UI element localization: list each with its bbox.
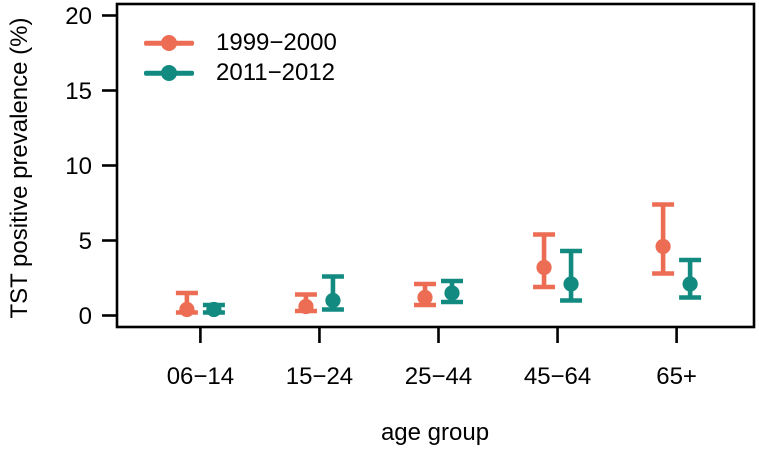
x-axis-tick-label: 15−24 bbox=[286, 363, 353, 390]
x-axis-tick-label: 06−14 bbox=[167, 363, 234, 390]
legend-dot-icon bbox=[161, 35, 177, 51]
y-axis-tick-label: 20 bbox=[65, 3, 92, 30]
legend-item-1999-2000: 1999−2000 bbox=[144, 28, 337, 58]
data-point bbox=[563, 276, 579, 292]
data-point bbox=[179, 301, 195, 318]
data-point bbox=[655, 238, 671, 255]
data-point bbox=[682, 276, 698, 292]
x-axis-tick-label: 65+ bbox=[656, 363, 697, 390]
legend-marker-line-dot-icon bbox=[144, 64, 194, 82]
data-point bbox=[325, 292, 341, 309]
y-axis-tick-label: 5 bbox=[79, 228, 92, 255]
legend: 1999−2000 2011−2012 bbox=[144, 28, 337, 88]
legend-label: 1999−2000 bbox=[216, 29, 337, 56]
data-point bbox=[536, 259, 552, 276]
x-axis-tick-label: 25−44 bbox=[405, 363, 472, 390]
legend-dot-icon bbox=[161, 65, 177, 81]
legend-marker-line-dot-icon bbox=[144, 34, 194, 52]
data-point bbox=[298, 298, 314, 315]
y-axis-title: TST positive prevalence (%) bbox=[6, 17, 33, 319]
y-axis-tick-label: 0 bbox=[79, 303, 92, 330]
y-axis-tick-label: 10 bbox=[65, 153, 92, 180]
legend-label: 2011−2012 bbox=[216, 59, 336, 86]
data-point bbox=[444, 285, 460, 301]
legend-item-2011-2012: 2011−2012 bbox=[144, 58, 337, 88]
data-point bbox=[206, 301, 222, 318]
x-axis-tick-label: 45−64 bbox=[524, 363, 591, 390]
y-axis-tick-label: 15 bbox=[65, 78, 92, 105]
data-point bbox=[417, 289, 433, 306]
x-axis-title: age group bbox=[380, 419, 490, 446]
